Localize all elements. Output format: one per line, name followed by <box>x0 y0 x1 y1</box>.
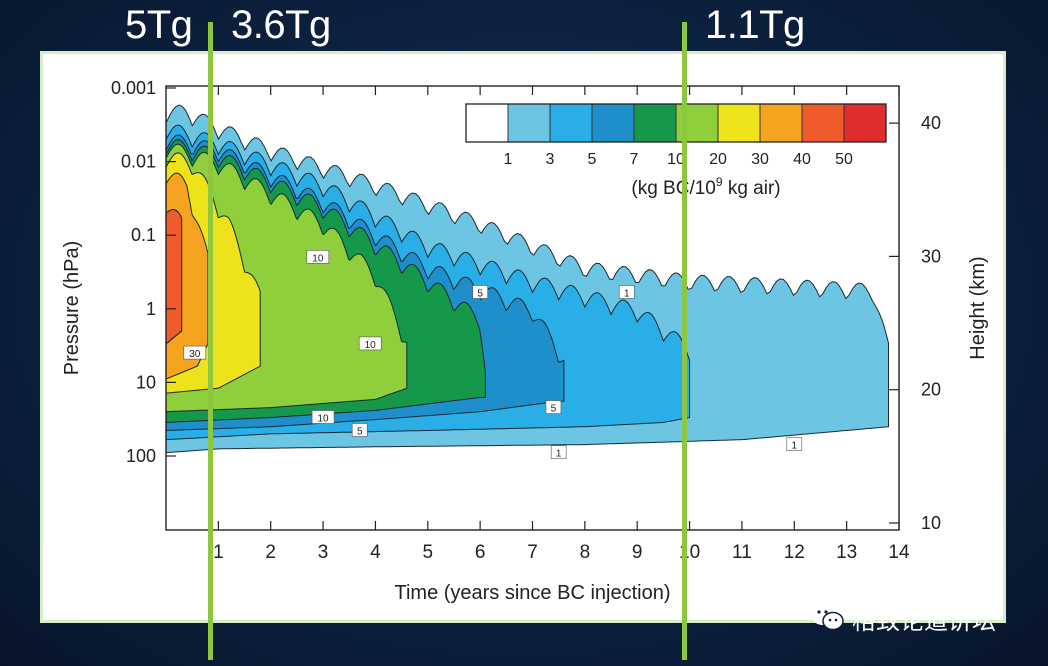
watermark-text: 格致论道讲坛 <box>852 606 996 635</box>
x-tick-label: 3 <box>318 542 329 563</box>
colorbar-tick-label: 10 <box>667 151 685 168</box>
colorbar-tick-label: 7 <box>630 151 639 168</box>
x-tick-label: 5 <box>422 542 433 563</box>
colorbar-swatch <box>843 103 887 143</box>
marker-line-right <box>682 22 687 660</box>
contour-label-bg <box>306 250 330 264</box>
y-right-tick-label: 10 <box>921 513 941 533</box>
contour-label-bg <box>358 336 382 351</box>
contour-label-bg <box>618 285 635 299</box>
y-tick-label: 0.01 <box>121 152 156 172</box>
contour-label: 5 <box>551 404 557 415</box>
colorbar-unit-label: (kg BC/109 kg air) <box>631 175 780 199</box>
colorbar-swatch <box>507 103 551 143</box>
colorbar-swatch <box>801 103 845 143</box>
contour-label: 10 <box>365 340 377 351</box>
y-axis-label: Pressure (hPa) <box>61 241 83 376</box>
y-right-axis-label: Height (km) <box>967 256 989 359</box>
contour-label: 5 <box>477 288 483 299</box>
label-5tg: 5Tg <box>125 3 193 47</box>
contour-label-bg <box>550 445 567 459</box>
colorbar-tick-label: 5 <box>588 151 597 168</box>
contour-chart: 1 2 3 4 5 6 7 8 9 10 11 12 13 140.0010.010.1110100102… <box>61 78 989 604</box>
x-tick-label: 12 <box>784 542 805 563</box>
marker-line-left <box>208 22 213 660</box>
contour-label-bg <box>472 285 488 299</box>
label-3-6tg: 3.6Tg <box>231 3 331 47</box>
x-axis-label: Time (years since BC injection) <box>394 582 670 604</box>
contour-label: 1 <box>624 288 630 299</box>
colorbar-swatch <box>465 103 509 143</box>
x-tick-label: 2 <box>265 542 276 563</box>
x-tick-label: 4 <box>370 542 381 563</box>
x-tick-label: 13 <box>836 542 857 563</box>
y-tick-label: 0.001 <box>111 78 156 98</box>
x-tick-label: 9 <box>632 542 643 563</box>
colorbar-tick-label: 3 <box>546 151 555 168</box>
x-tick-label: 14 <box>888 542 910 563</box>
contour-label-bg <box>545 400 562 414</box>
y-tick-label: 1 <box>146 299 156 319</box>
colorbar-swatch <box>759 103 803 143</box>
x-tick-label: 8 <box>580 542 591 563</box>
contour-label: 10 <box>318 414 330 425</box>
x-tick-label: 1 <box>213 542 224 563</box>
contour-label: 1 <box>792 441 798 452</box>
colorbar-swatch <box>549 103 593 143</box>
colorbar-tick-label: 1 <box>504 151 513 168</box>
colorbar-tick-label: 20 <box>709 151 727 168</box>
contour-label: 5 <box>357 426 363 437</box>
contour-label-bg <box>786 437 803 451</box>
y-right-tick-label: 20 <box>921 380 941 400</box>
y-right-tick-label: 40 <box>921 113 941 133</box>
y-right-tick-label: 30 <box>921 246 941 266</box>
watermark: 格致论道讲坛 <box>810 598 996 638</box>
wechat-icon <box>811 605 844 631</box>
x-tick-label: 6 <box>475 542 486 563</box>
colorbar-swatch <box>633 103 677 143</box>
y-tick-label: 100 <box>126 446 156 466</box>
y-tick-label: 10 <box>136 372 156 392</box>
contour-label-bg <box>311 410 335 424</box>
colorbar-tick-label: 40 <box>793 151 811 168</box>
contour-label-bg <box>183 345 207 360</box>
y-tick-label: 0.1 <box>131 225 156 245</box>
contour-label-bg <box>351 423 368 437</box>
colorbar-tick-label: 30 <box>751 151 769 168</box>
figure-panel: 1 2 3 4 5 6 7 8 9 10 11 12 13 14 0.001 0.01 0.1 1 10 100 10 2… <box>40 51 1006 623</box>
colorbar-swatch <box>591 103 635 143</box>
colorbar-frame <box>465 103 887 143</box>
colorbar-tick-label: 50 <box>835 151 853 168</box>
label-1-1tg: 1.1Tg <box>705 3 805 47</box>
contour-band-40 <box>166 209 183 345</box>
contour-label: 30 <box>189 349 201 360</box>
x-tick-label: 7 <box>527 542 538 563</box>
x-tick-label: 11 <box>732 542 752 563</box>
contour-label: 10 <box>312 253 324 264</box>
contour-label: 1 <box>556 449 562 460</box>
colorbar-swatch <box>717 103 761 143</box>
